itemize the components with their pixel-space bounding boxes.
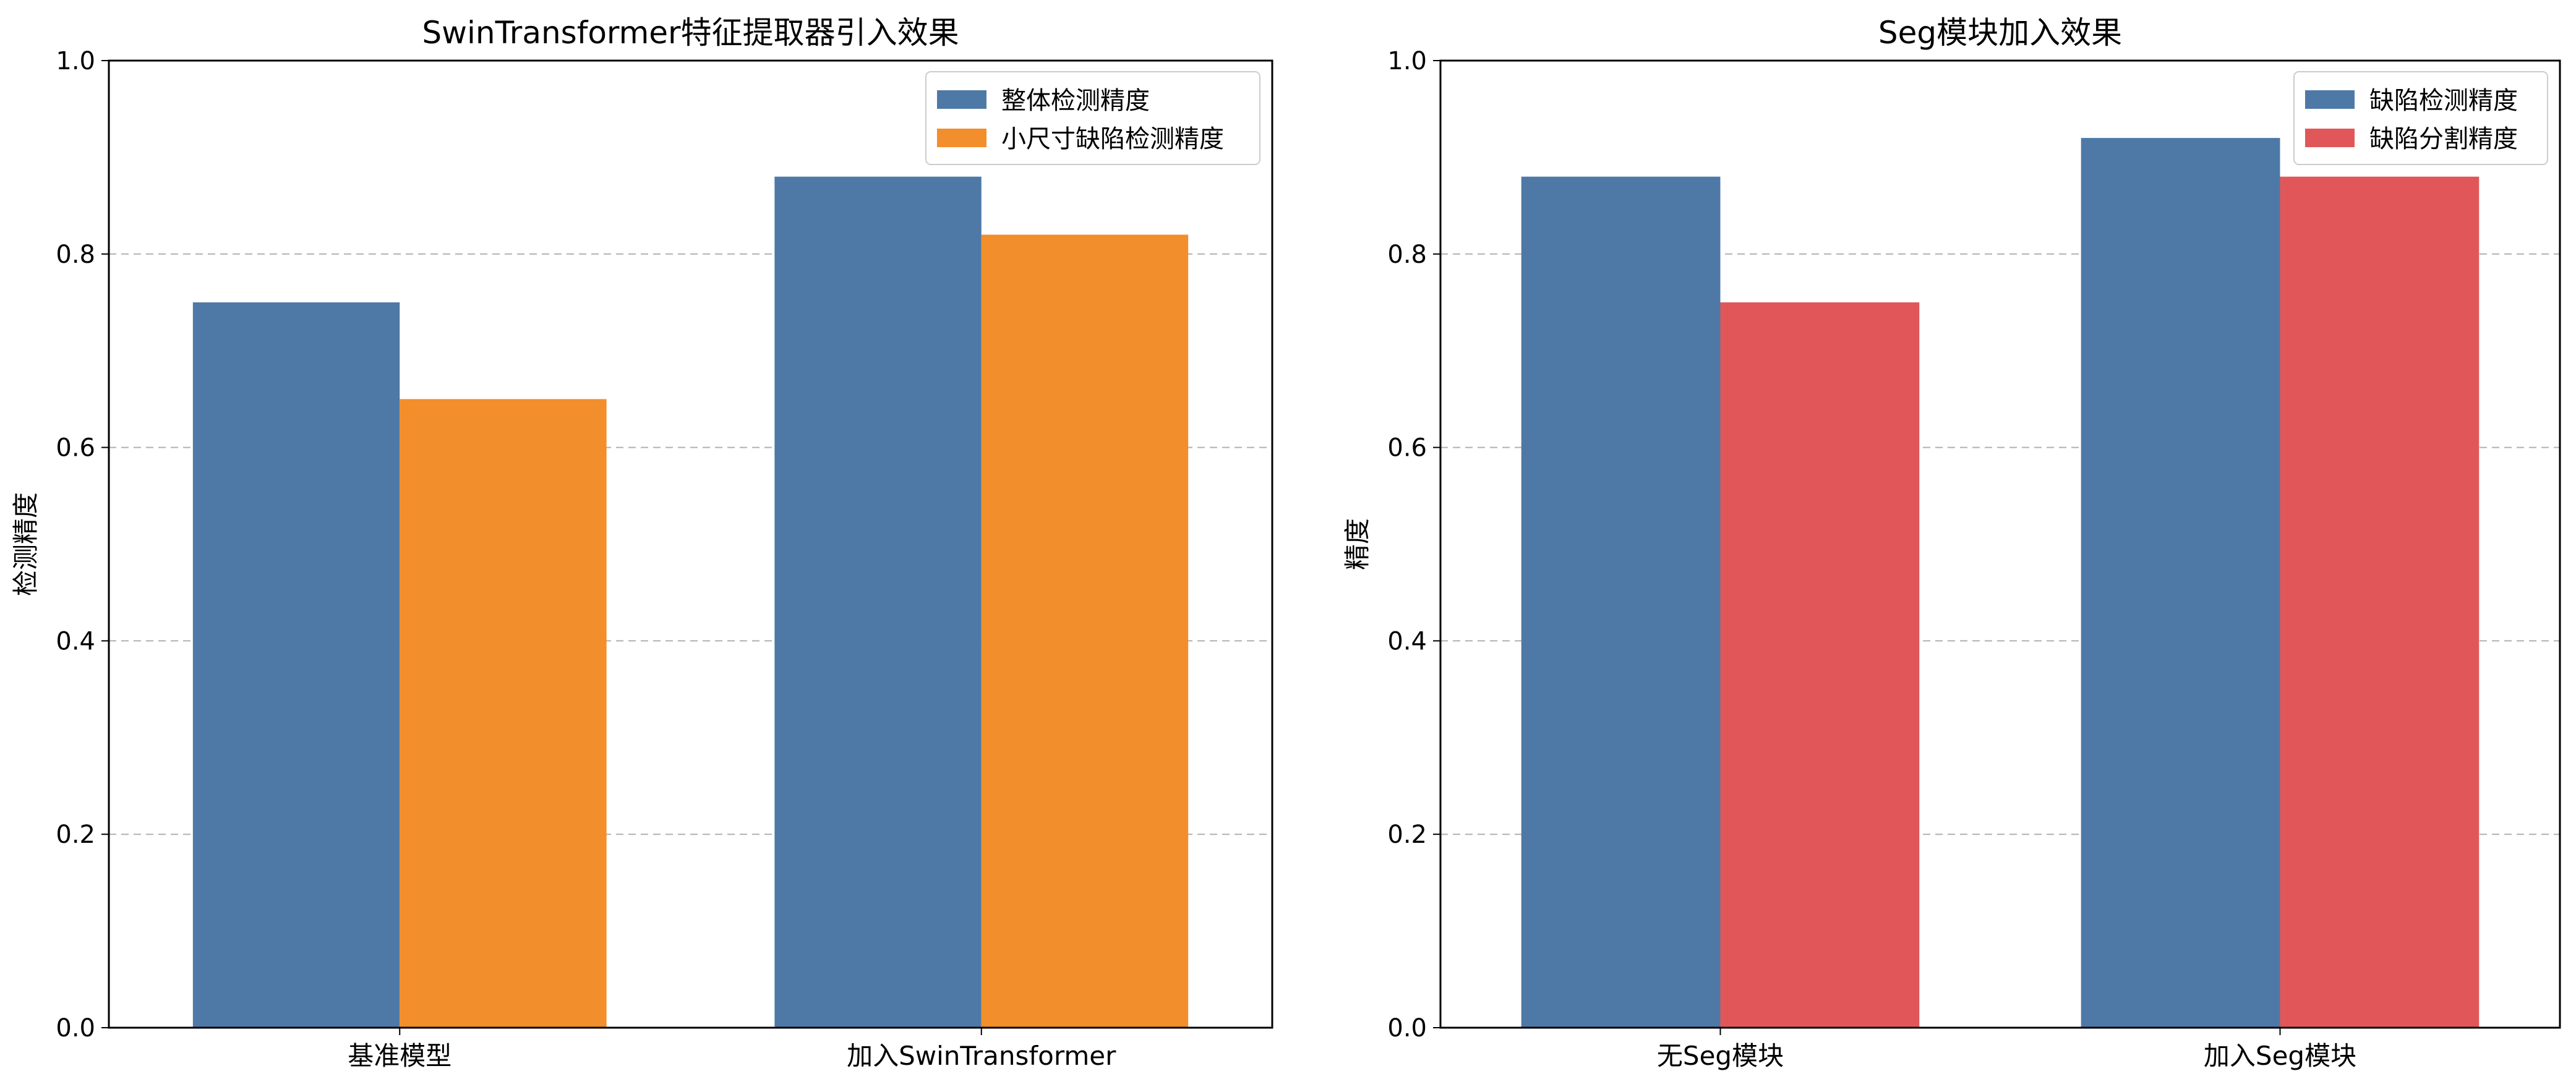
y-tick-label: 0.2	[1387, 821, 1427, 849]
plot-frame	[1439, 59, 2561, 1029]
y-tick-label: 0.0	[56, 1014, 95, 1043]
y-tick-label: 1.0	[1387, 47, 1427, 75]
bar	[981, 234, 1189, 1028]
y-tick-label: 0.0	[1387, 1014, 1427, 1043]
legend-label: 小尺寸缺陷检测精度	[1001, 125, 1224, 153]
legend-swatch	[2305, 129, 2355, 147]
bar	[2280, 176, 2480, 1028]
bar	[1720, 302, 1920, 1028]
legend-label: 缺陷检测精度	[2369, 87, 2518, 115]
right-chart: Seg模块加入效果精度0.00.20.40.60.81.00.880.75无Se…	[1342, 15, 2561, 1071]
bar	[2081, 138, 2280, 1028]
y-tick-label: 0.8	[1387, 241, 1427, 269]
legend-box	[925, 71, 1260, 165]
legend-swatch	[2305, 90, 2355, 109]
y-tick-label: 0.6	[56, 434, 95, 463]
x-tick-label: 加入SwinTransformer	[847, 1041, 1116, 1071]
bar	[1521, 176, 1721, 1028]
plot-frame	[108, 59, 1273, 1029]
x-tick-label: 加入Seg模块	[2204, 1041, 2356, 1071]
y-tick-label: 0.2	[56, 821, 95, 849]
legend-label: 整体检测精度	[1001, 87, 1150, 115]
bar	[400, 399, 607, 1028]
y-axis-label: 精度	[1342, 518, 1372, 570]
y-tick-label: 0.6	[1387, 434, 1427, 463]
chart-title: Seg模块加入效果	[1878, 15, 2122, 51]
bar	[192, 302, 400, 1028]
legend-box	[2293, 71, 2548, 165]
y-tick-label: 0.8	[56, 241, 95, 269]
legend-swatch	[937, 90, 986, 109]
y-tick-label: 0.4	[56, 627, 95, 655]
legend-label: 缺陷分割精度	[2369, 125, 2518, 153]
x-tick-label: 无Seg模块	[1657, 1041, 1784, 1071]
x-tick-label: 基准模型	[348, 1041, 451, 1071]
chart-title: SwinTransformer特征提取器引入效果	[422, 15, 959, 51]
bar	[774, 176, 982, 1028]
y-axis-label: 检测精度	[11, 492, 41, 596]
y-tick-label: 0.4	[1387, 627, 1427, 655]
y-tick-label: 1.0	[56, 47, 95, 75]
legend-swatch	[937, 129, 986, 147]
